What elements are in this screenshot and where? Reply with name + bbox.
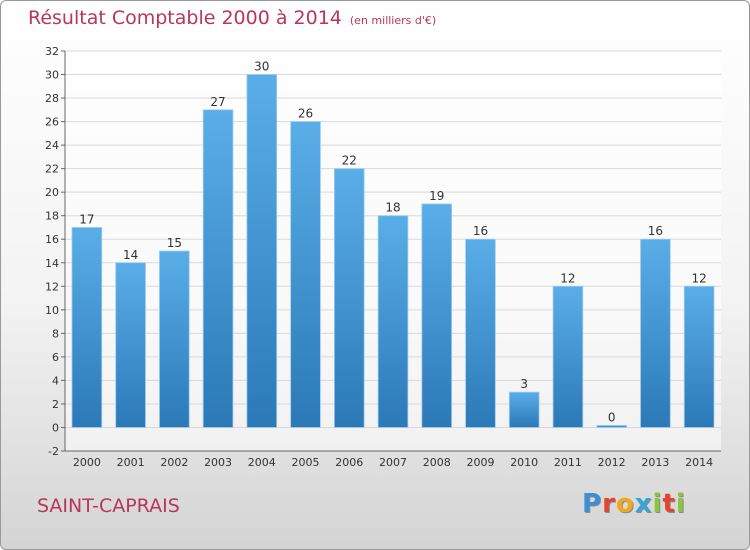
x-tick-label: 2001 [117, 456, 145, 469]
y-tick-label: 2 [52, 398, 59, 411]
bar-value-label: 17 [79, 212, 94, 226]
bar [71, 227, 103, 428]
bar-value-label: 12 [691, 271, 706, 285]
x-tick-label: 2000 [73, 456, 101, 469]
bar-value-label: 27 [210, 95, 225, 109]
x-tick-label: 2012 [598, 456, 626, 469]
logo-letter: x [634, 489, 653, 519]
y-tick-label: 30 [45, 69, 59, 82]
commune-name: SAINT-CAPRAIS [37, 495, 180, 517]
logo-letter: i [675, 489, 686, 519]
y-tick-label: 10 [45, 304, 59, 317]
bar-value-label: 26 [298, 107, 313, 121]
bar [202, 109, 234, 428]
bar-value-label: 22 [342, 154, 357, 168]
x-tick-label: 2009 [466, 456, 494, 469]
bar [333, 168, 365, 428]
bar-value-label: 16 [473, 224, 488, 238]
bar-value-label: 19 [429, 189, 444, 203]
proxiti-logo: Proxiti [582, 489, 686, 519]
bar [465, 238, 496, 428]
bar-value-label: 30 [254, 60, 269, 74]
x-tick-label: 2002 [160, 456, 188, 469]
x-tick-label: 2006 [335, 456, 363, 469]
logo-letter: t [662, 489, 676, 519]
bars: 17 14 15 27 30 26 22 18 19 16 3 12 0 16 12 [71, 60, 715, 428]
bar-value-label: 3 [520, 377, 528, 391]
x-tick-label: 2005 [292, 456, 320, 469]
y-tick-label: 32 [45, 45, 59, 58]
bar [421, 203, 453, 428]
x-tick-label: 2003 [204, 456, 232, 469]
bar [508, 391, 540, 428]
y-tick-label: 20 [45, 186, 59, 199]
y-tick-label: 22 [45, 163, 59, 176]
logo-letter: i [652, 489, 663, 519]
bar-value-label: 0 [608, 410, 616, 424]
y-tick-label: 14 [45, 257, 59, 270]
bar [290, 121, 321, 428]
bar [115, 262, 146, 428]
y-tick-label: 24 [45, 139, 59, 152]
x-tick-label: 2014 [685, 456, 713, 469]
bar-value-label: 14 [123, 248, 138, 262]
bar [159, 250, 190, 428]
bar [377, 215, 409, 428]
x-tick-label: 2011 [554, 456, 582, 469]
x-tick-label: 2007 [379, 456, 407, 469]
bar-value-label: 12 [560, 271, 575, 285]
x-tick-label: 2013 [641, 456, 669, 469]
x-axis: 2000 2001 2002 2003 2004 2005 2006 2007 2008 2009… [65, 450, 721, 469]
y-tick-label: 16 [45, 233, 59, 246]
y-tick-label: -2 [48, 445, 59, 458]
bar-value-label: 15 [167, 236, 182, 250]
chart-subtitle: (en milliers d'€) [349, 14, 437, 27]
bar [246, 74, 278, 428]
bar-value-label: 16 [648, 224, 663, 238]
logo-letter: r [602, 489, 616, 519]
y-tick-label: 26 [45, 116, 59, 129]
x-tick-label: 2010 [510, 456, 538, 469]
y-tick-label: 18 [45, 210, 59, 223]
bar [640, 238, 671, 428]
chart-title-text: Résultat Comptable 2000 à 2014 [28, 7, 342, 29]
x-tick-label: 2008 [423, 456, 451, 469]
logo-letter: P [582, 489, 603, 519]
y-tick-label: 8 [52, 327, 59, 340]
y-tick-label: 6 [52, 351, 59, 364]
bar [596, 425, 627, 428]
bar [683, 285, 715, 428]
y-tick-label: 4 [52, 374, 59, 387]
y-tick-label: 28 [45, 92, 59, 105]
y-tick-label: 12 [45, 280, 59, 293]
y-tick-label: 0 [52, 421, 59, 434]
chart-title: Résultat Comptable 2000 à 2014 (en millie… [28, 7, 436, 29]
bar [552, 285, 584, 428]
logo-letter: o [615, 489, 635, 519]
bar-value-label: 18 [385, 201, 400, 215]
x-tick-label: 2004 [248, 456, 276, 469]
